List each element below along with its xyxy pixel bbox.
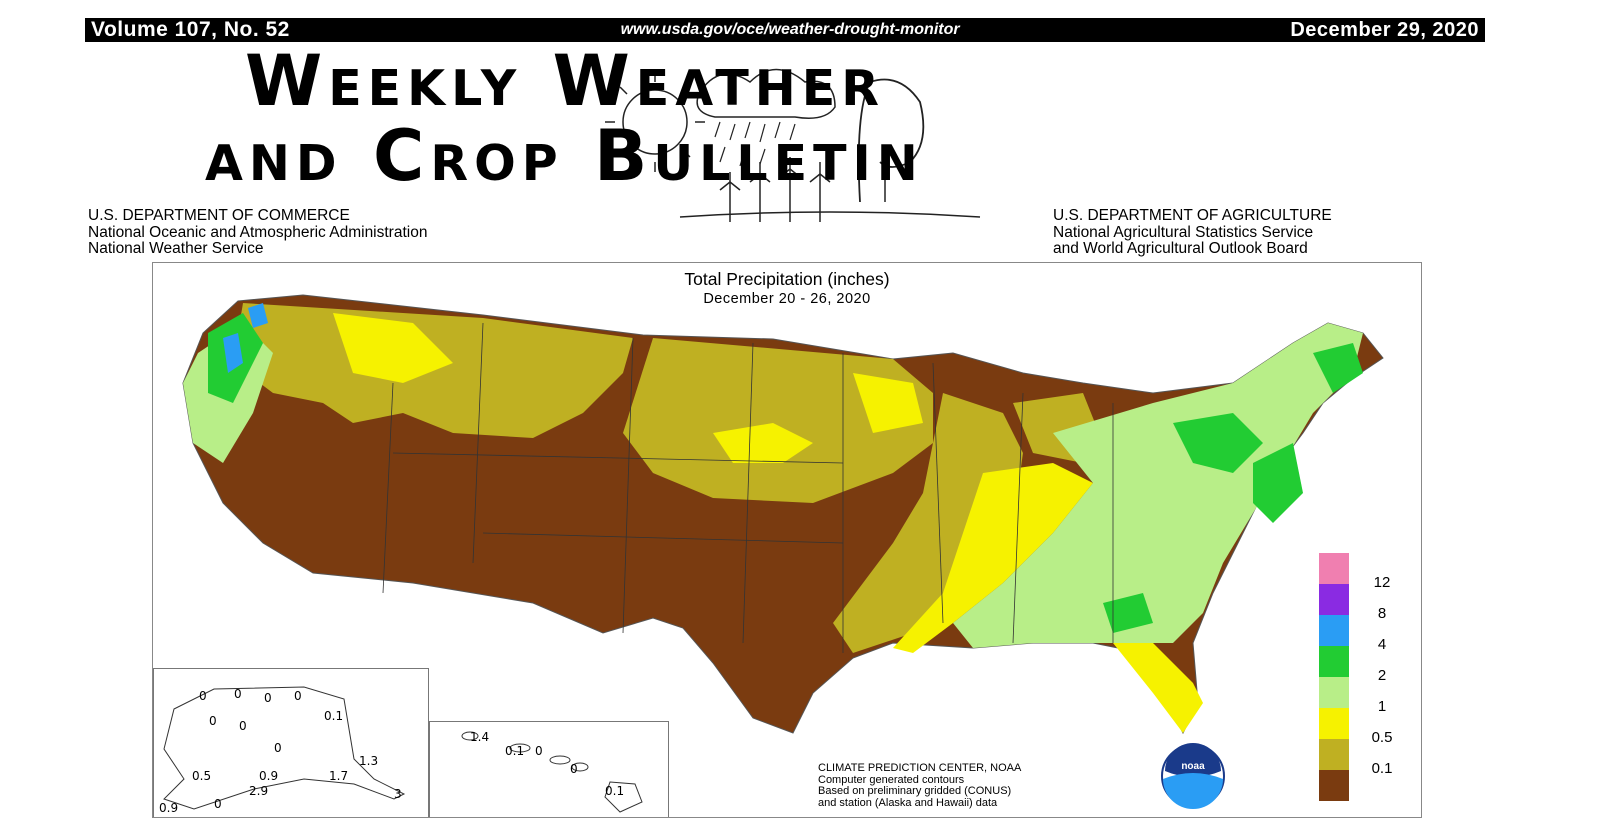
credit-line: CLIMATE PREDICTION CENTER, NOAA: [818, 762, 1022, 774]
agency-commerce: U.S. DEPARTMENT OF COMMERCE National Oce…: [88, 207, 428, 258]
legend-label: 0.5: [1371, 729, 1393, 746]
volume-number: Volume 107, No. 52: [91, 18, 290, 41]
alaska-value: 3: [394, 787, 402, 801]
legend-swatch-0: [1319, 770, 1349, 801]
agency-line: and World Agricultural Outlook Board: [1053, 240, 1308, 257]
legend-swatch-12: [1319, 553, 1349, 584]
legend-label: 4: [1377, 636, 1387, 653]
alaska-value: 0.1: [324, 709, 344, 723]
alaska-value: 0: [214, 797, 222, 811]
map-title: Total Precipitation (inches): [684, 269, 890, 289]
agency-line: U.S. DEPARTMENT OF AGRICULTURE: [1053, 207, 1332, 224]
alaska-value: 0: [199, 689, 207, 703]
us-precipitation-map-graphic: [182, 294, 1384, 735]
legend-swatch-0-5: [1319, 708, 1349, 739]
header-bar: Volume 107, No. 52 www.usda.gov/oce/weat…: [85, 18, 1485, 42]
legend-label: 0.1: [1371, 760, 1393, 777]
alaska-value: 0: [274, 741, 282, 755]
hawaii-value: 0: [535, 744, 543, 758]
map-credit: CLIMATE PREDICTION CENTER, NOAA Computer…: [818, 762, 1022, 809]
noaa-logo-text: noaa: [1181, 761, 1205, 772]
issue-date: December 29, 2020: [1290, 18, 1479, 41]
alaska-value: 0.9: [159, 801, 179, 815]
agency-line: U.S. DEPARTMENT OF COMMERCE: [88, 207, 350, 224]
legend-swatch-4: [1319, 615, 1349, 646]
legend-label: 1: [1377, 698, 1387, 715]
legend-label: 8: [1377, 605, 1387, 622]
legend-swatch-2: [1319, 646, 1349, 677]
alaska-value: 0.5: [192, 769, 212, 783]
alaska-value: 0: [239, 719, 247, 733]
bulletin-title-line2: and Crop Bulletin: [205, 115, 924, 197]
agency-line: National Weather Service: [88, 240, 264, 257]
masthead-illustration: [605, 68, 981, 222]
alaska-value: 0: [209, 714, 217, 728]
hawaii-value: 0.1: [605, 784, 625, 798]
noaa-logo: noaa: [1161, 743, 1225, 809]
alaska-inset: 0 0 0 0 0 0 0 0.5 0.9 1.3 1.7 2.9 0.9 0 …: [153, 668, 429, 817]
alaska-value: 1.7: [329, 769, 349, 783]
hawaii-inset: 1.4 0.1 0 0 0.1: [429, 721, 669, 817]
credit-line: Based on preliminary gridded (CONUS): [818, 785, 1012, 797]
agency-agriculture: U.S. DEPARTMENT OF AGRICULTURE National …: [1053, 207, 1332, 258]
agency-line: National Agricultural Statistics Service: [1053, 223, 1314, 241]
legend-label: 12: [1373, 574, 1391, 591]
alaska-value: 0.9: [259, 769, 279, 783]
website-link[interactable]: www.usda.gov/oce/weather-drought-monitor: [620, 21, 960, 38]
legend-swatch-0-1: [1319, 739, 1349, 770]
alaska-value: 2.9: [249, 784, 269, 798]
alaska-value: 0: [264, 691, 272, 705]
agency-line: National Oceanic and Atmospheric Adminis…: [88, 223, 428, 241]
credit-line: Computer generated contours: [818, 773, 965, 786]
legend-swatch-8: [1319, 584, 1349, 615]
legend-label: 2: [1377, 667, 1387, 684]
precipitation-map: Total Precipitation (inches) December 20…: [152, 262, 1422, 818]
hawaii-value: 0: [570, 762, 578, 776]
credit-line: and station (Alaska and Hawaii) data: [818, 796, 998, 809]
hawaii-islands: [461, 731, 643, 813]
alaska-value: 0: [294, 689, 302, 703]
alaska-value: 0: [234, 687, 242, 701]
alaska-value: 1.3: [359, 754, 379, 768]
hawaii-value: 0.1: [505, 744, 525, 758]
bulletin-title-line1: Weekly Weather: [245, 40, 886, 122]
legend-swatch-1: [1319, 677, 1349, 708]
alaska-outline: [163, 686, 406, 810]
hawaii-value: 1.4: [470, 730, 490, 744]
map-subtitle: December 20 - 26, 2020: [703, 291, 871, 307]
